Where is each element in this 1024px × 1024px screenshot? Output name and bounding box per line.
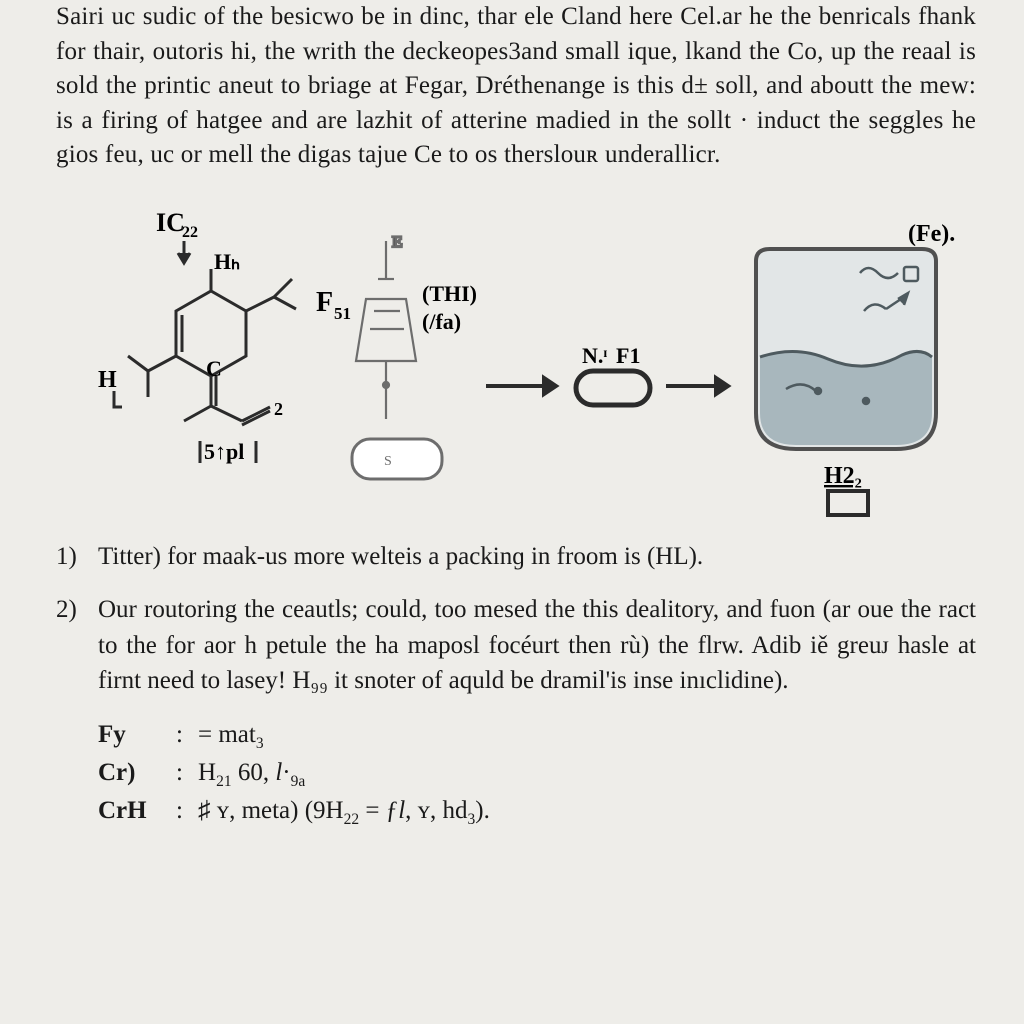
def-fy-val: = mat3 <box>198 717 976 755</box>
svg-text:S: S <box>384 454 392 469</box>
svg-text:E: E <box>392 234 403 251</box>
def-crh-val: ♯ ʏ, meta) (9H22 = ƒl, ʏ, hd3). <box>198 793 976 831</box>
label-f51: F <box>316 287 333 318</box>
definitions: Fy : = mat3 Cr) : H21 60, l·9a CrH : ♯ ʏ… <box>56 717 976 831</box>
question-1: 1) Titter) for maak-us more welteis a pa… <box>56 539 976 575</box>
question-list: 1) Titter) for maak-us more welteis a pa… <box>56 539 976 699</box>
label-hh: Hₕ <box>214 249 240 274</box>
svg-text:F1: F1 <box>616 343 640 368</box>
def-cr-val: H21 60, l·9a <box>198 755 976 793</box>
question-2: 2) Our routoring the ceautls; could, too… <box>56 592 976 699</box>
label-two: 2 <box>274 399 283 419</box>
def-cr: Cr) : H21 60, l·9a <box>98 755 976 793</box>
def-fy: Fy : = mat3 <box>98 717 976 755</box>
label-vfa: (/fa) <box>422 309 461 334</box>
label-h22: H2₂ <box>824 463 862 489</box>
svg-text:22: 22 <box>182 224 198 241</box>
svg-text:51: 51 <box>334 304 351 323</box>
intro-paragraph: Sairi uc sudic of the besicwo be in dinc… <box>56 0 976 173</box>
label-c: C <box>206 356 222 381</box>
def-crh: CrH : ♯ ʏ, meta) (9H22 = ƒl, ʏ, hd3). <box>98 793 976 831</box>
label-h: H <box>98 367 117 393</box>
reaction-diagram: IC 22 Hₕ H C 2 5↑pl F 51 E (THI) (/fa) S… <box>56 201 976 521</box>
label-ic22: IC <box>156 208 185 237</box>
label-nf1: N.ᶦ <box>582 343 607 368</box>
label-fe: (Fe). <box>908 221 955 247</box>
label-5tpl: 5↑pl <box>204 439 244 464</box>
label-thi: (THI) <box>422 281 477 306</box>
